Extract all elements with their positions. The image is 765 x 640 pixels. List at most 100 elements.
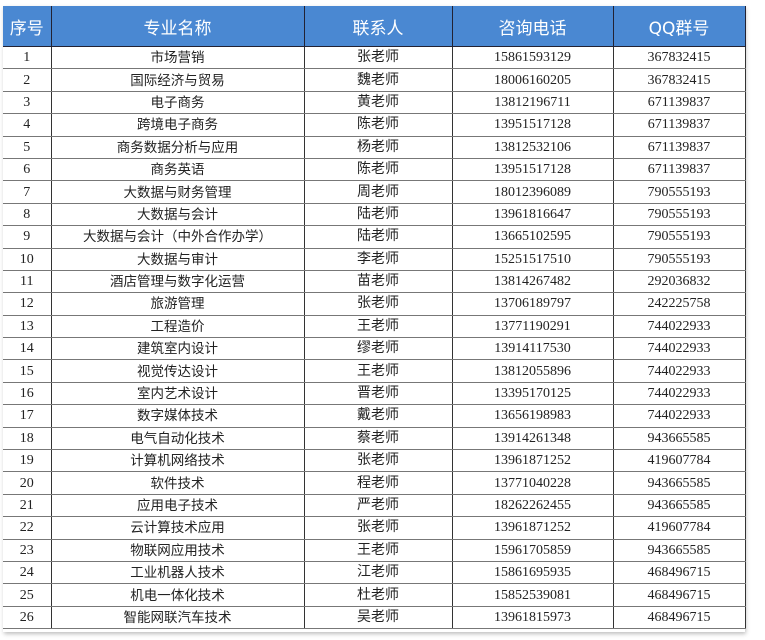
cell-contact: 缪老师 <box>304 337 453 361</box>
cell-qq: 943665585 <box>613 539 746 562</box>
cell-phone: 15852539081 <box>452 583 614 607</box>
cell-phone: 13914117530 <box>452 337 614 361</box>
table-row: 25 机电一体化技术 杜老师 15852539081 468496715 <box>3 583 746 607</box>
cell-contact: 张老师 <box>304 46 453 70</box>
table-row: 14 建筑室内设计 缪老师 13914117530 744022933 <box>3 337 746 361</box>
cell-major: 数字媒体技术 <box>51 404 305 428</box>
cell-phone: 13961816647 <box>452 203 614 227</box>
cell-contact: 李老师 <box>304 248 453 271</box>
cell-index: 20 <box>3 471 52 495</box>
cell-index: 4 <box>3 113 52 137</box>
cell-qq: 468496715 <box>613 606 746 630</box>
cell-index: 24 <box>3 561 52 585</box>
cell-phone: 15251517510 <box>452 248 614 271</box>
cell-contact: 张老师 <box>304 292 453 316</box>
cell-phone: 13812196711 <box>452 91 614 115</box>
header-contact: 联系人 <box>304 6 453 47</box>
cell-contact: 戴老师 <box>304 404 453 428</box>
header-major: 专业名称 <box>51 6 305 47</box>
cell-major: 跨境电子商务 <box>51 113 305 137</box>
cell-major: 室内艺术设计 <box>51 382 305 406</box>
cell-index: 7 <box>3 180 52 204</box>
table-row: 5 商务数据分析与应用 杨老师 13812532106 671139837 <box>3 136 746 159</box>
cell-major: 市场营销 <box>51 46 305 70</box>
table-row: 2 国际经济与贸易 魏老师 18006160205 367832415 <box>3 68 746 92</box>
cell-index: 9 <box>3 225 52 249</box>
cell-index: 8 <box>3 203 52 227</box>
cell-qq: 671139837 <box>613 113 746 137</box>
cell-major: 软件技术 <box>51 471 305 495</box>
table-row: 8 大数据与会计 陆老师 13961816647 790555193 <box>3 203 746 227</box>
cell-index: 1 <box>3 46 52 70</box>
header-qq: QQ群号 <box>613 6 746 47</box>
cell-index: 17 <box>3 404 52 428</box>
cell-contact: 杜老师 <box>304 583 453 607</box>
cell-contact: 陆老师 <box>304 203 453 227</box>
cell-contact: 王老师 <box>304 359 453 383</box>
cell-index: 11 <box>3 270 52 294</box>
cell-major: 物联网应用技术 <box>51 539 305 562</box>
cell-index: 10 <box>3 248 52 271</box>
cell-contact: 周老师 <box>304 180 453 204</box>
cell-major: 旅游管理 <box>51 292 305 316</box>
header-phone: 咨询电话 <box>452 6 614 47</box>
cell-qq: 943665585 <box>613 427 746 451</box>
cell-major: 工业机器人技术 <box>51 561 305 585</box>
cell-contact: 严老师 <box>304 494 453 518</box>
table-row: 4 跨境电子商务 陈老师 13951517128 671139837 <box>3 113 746 137</box>
cell-phone: 15861695935 <box>452 561 614 585</box>
cell-phone: 13771040228 <box>452 471 614 495</box>
cell-major: 商务英语 <box>51 158 305 182</box>
cell-contact: 杨老师 <box>304 136 453 159</box>
cell-contact: 陆老师 <box>304 225 453 249</box>
cell-qq: 744022933 <box>613 359 746 383</box>
cell-major: 电气自动化技术 <box>51 427 305 451</box>
cell-major: 大数据与会计 <box>51 203 305 227</box>
cell-index: 21 <box>3 494 52 518</box>
table-row: 26 智能网联汽车技术 吴老师 13961815973 468496715 <box>3 606 746 630</box>
cell-index: 26 <box>3 606 52 630</box>
table-row: 18 电气自动化技术 蔡老师 13914261348 943665585 <box>3 427 746 451</box>
cell-index: 25 <box>3 583 52 607</box>
cell-major: 大数据与会计（中外合作办学） <box>51 225 305 249</box>
table-row: 6 商务英语 陈老师 13951517128 671139837 <box>3 158 746 182</box>
table-row: 19 计算机网络技术 张老师 13961871252 419607784 <box>3 449 746 473</box>
cell-index: 22 <box>3 516 52 540</box>
table-row: 17 数字媒体技术 戴老师 13656198983 744022933 <box>3 404 746 428</box>
table-row: 15 视觉传达设计 王老师 13812055896 744022933 <box>3 359 746 383</box>
cell-phone: 13771190291 <box>452 315 614 339</box>
cell-major: 商务数据分析与应用 <box>51 136 305 159</box>
table-row: 10 大数据与审计 李老师 15251517510 790555193 <box>3 248 746 271</box>
cell-major: 大数据与财务管理 <box>51 180 305 204</box>
cell-contact: 苗老师 <box>304 270 453 294</box>
cell-index: 15 <box>3 359 52 383</box>
cell-index: 16 <box>3 382 52 406</box>
cell-contact: 蔡老师 <box>304 427 453 451</box>
cell-phone: 13951517128 <box>452 113 614 137</box>
cell-qq: 468496715 <box>613 583 746 607</box>
cell-qq: 419607784 <box>613 449 746 473</box>
cell-major: 酒店管理与数字化运营 <box>51 270 305 294</box>
cell-qq: 367832415 <box>613 68 746 92</box>
cell-qq: 943665585 <box>613 471 746 495</box>
cell-major: 智能网联汽车技术 <box>51 606 305 630</box>
cell-contact: 王老师 <box>304 539 453 562</box>
cell-phone: 13961871252 <box>452 516 614 540</box>
cell-major: 国际经济与贸易 <box>51 68 305 92</box>
cell-phone: 13665102595 <box>452 225 614 249</box>
cell-qq: 671139837 <box>613 91 746 115</box>
cell-qq: 790555193 <box>613 203 746 227</box>
cell-major: 视觉传达设计 <box>51 359 305 383</box>
cell-major: 电子商务 <box>51 91 305 115</box>
table-row: 24 工业机器人技术 江老师 15861695935 468496715 <box>3 561 746 585</box>
cell-qq: 419607784 <box>613 516 746 540</box>
cell-qq: 671139837 <box>613 136 746 159</box>
cell-phone: 13395170125 <box>452 382 614 406</box>
table-row: 21 应用电子技术 严老师 18262262455 943665585 <box>3 494 746 518</box>
cell-index: 19 <box>3 449 52 473</box>
cell-qq: 292036832 <box>613 270 746 294</box>
cell-contact: 江老师 <box>304 561 453 585</box>
cell-phone: 13961815973 <box>452 606 614 630</box>
cell-index: 2 <box>3 68 52 92</box>
cell-phone: 13812532106 <box>452 136 614 159</box>
